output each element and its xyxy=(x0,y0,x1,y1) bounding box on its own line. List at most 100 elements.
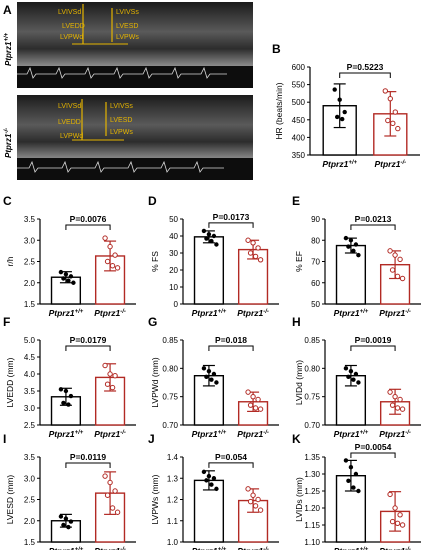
data-point xyxy=(245,389,251,395)
category-name: Ptprz1 xyxy=(237,546,263,550)
svg-text:Ptprz1-/-: Ptprz1-/- xyxy=(4,128,13,158)
category-label: Ptprz1-/- xyxy=(237,546,269,550)
p-value: P=0.0179 xyxy=(70,335,107,345)
y-tick-label: 0.75 xyxy=(162,393,178,402)
data-point xyxy=(112,373,118,379)
data-point xyxy=(68,274,74,279)
category-label: Ptprz1+/+ xyxy=(334,429,369,439)
category-sup: +/+ xyxy=(348,160,357,166)
panel-letter: E xyxy=(292,194,300,208)
data-point xyxy=(353,471,359,477)
category-sup: +/+ xyxy=(360,430,369,436)
data-point xyxy=(104,258,111,265)
y-tick-label: 1.30 xyxy=(304,470,320,479)
data-point xyxy=(206,368,212,374)
data-point xyxy=(206,232,212,237)
echo-annotation: LVIVSs xyxy=(110,103,133,110)
category-name: Ptprz1 xyxy=(192,429,218,439)
y-tick-label: 30 xyxy=(169,249,178,258)
data-point xyxy=(382,88,388,94)
y-tick-label: 50 xyxy=(311,300,320,309)
data-point xyxy=(395,125,401,132)
data-point xyxy=(332,87,337,92)
data-point xyxy=(109,505,116,511)
category-label: Ptprz1+/+ xyxy=(49,546,84,550)
significance-bracket xyxy=(350,224,396,230)
p-value: P=0.0076 xyxy=(70,214,107,224)
data-point xyxy=(68,519,74,524)
echo-image-top xyxy=(17,2,253,88)
p-value: P=0.018 xyxy=(215,335,247,345)
category-label: Ptprz1+/+ xyxy=(322,159,357,169)
data-point xyxy=(206,473,212,479)
category-sup: +/+ xyxy=(218,430,227,436)
category-sup: -/- xyxy=(263,547,269,550)
category-name: Ptprz1 xyxy=(49,308,75,318)
data-point xyxy=(348,368,354,374)
echo-annotation: LVESD xyxy=(116,23,138,30)
data-point xyxy=(104,381,111,387)
y-tick-label: 350 xyxy=(292,151,306,160)
panel-letter: C xyxy=(3,194,12,208)
echo-row-label-top-sup: +/+ xyxy=(4,32,10,41)
y-axis-label: % EF xyxy=(294,251,304,272)
significance-bracket xyxy=(350,345,396,351)
y-tick-label: 0.80 xyxy=(162,364,178,373)
data-point xyxy=(107,371,113,377)
data-point xyxy=(63,388,69,394)
category-label: Ptprz1-/- xyxy=(94,546,126,550)
panel-letter: J xyxy=(148,432,155,446)
y-tick-label: 0.70 xyxy=(304,421,320,430)
data-point xyxy=(387,248,393,254)
category-name: Ptprz1 xyxy=(322,159,348,169)
y-tick-label: 500 xyxy=(292,98,306,107)
y-tick-label: 3.0 xyxy=(24,404,36,413)
y-tick-label: 3.5 xyxy=(24,453,36,462)
y-axis-label: LVPWd (mm) xyxy=(150,357,160,408)
y-axis-label: HR (beats/min) xyxy=(274,82,284,139)
y-tick-label: 0 xyxy=(174,300,179,309)
data-point xyxy=(58,269,64,275)
echo-annotation: LVESD xyxy=(110,117,132,124)
chart-k: K 1.10 1.15 1.20 1.25 1.30 1.35 LVIDs (mm) Ptprz… xyxy=(292,432,421,550)
data-point xyxy=(104,492,111,498)
category-label: Ptprz1-/- xyxy=(237,308,269,318)
echo-annotation: LVPWd xyxy=(60,34,83,41)
data-point xyxy=(399,522,406,528)
data-point xyxy=(255,496,261,503)
data-point xyxy=(346,374,351,380)
category-name: Ptprz1 xyxy=(379,546,405,550)
category-label: Ptprz1-/- xyxy=(94,308,126,318)
y-tick-label: 0.80 xyxy=(304,364,320,373)
echo-annotation: LVIVSd xyxy=(58,9,81,16)
data-point xyxy=(392,393,398,400)
data-point xyxy=(343,366,349,371)
data-point xyxy=(201,228,207,234)
y-tick-label: 550 xyxy=(292,81,306,90)
data-point xyxy=(211,371,217,377)
y-tick-label: 1.20 xyxy=(304,504,320,513)
data-point xyxy=(68,393,74,399)
data-point xyxy=(351,248,356,254)
category-label: Ptprz1-/- xyxy=(379,429,411,439)
category-label: Ptprz1+/+ xyxy=(49,308,84,318)
panel-letter: H xyxy=(292,315,301,329)
y-tick-label: 3.0 xyxy=(24,236,36,245)
data-point xyxy=(387,95,393,102)
y-tick-label: 20 xyxy=(169,266,178,275)
data-point xyxy=(389,267,396,273)
data-point xyxy=(392,505,398,511)
y-tick-label: 0.70 xyxy=(162,421,178,430)
data-point xyxy=(337,97,342,102)
y-axis-label: % FS xyxy=(150,251,160,272)
panel-letter: I xyxy=(3,432,6,446)
category-name: Ptprz1 xyxy=(374,159,400,169)
data-point xyxy=(257,257,264,263)
data-point xyxy=(112,488,118,494)
data-point xyxy=(61,400,66,406)
data-point xyxy=(66,402,71,407)
